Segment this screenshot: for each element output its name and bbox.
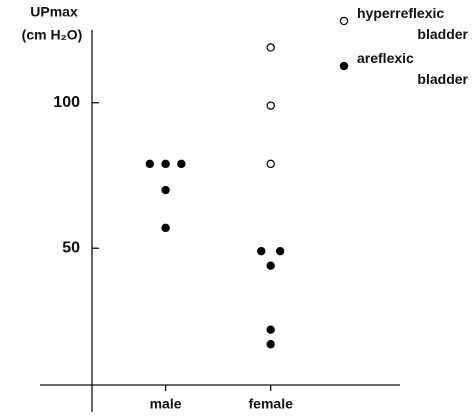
point [161,159,170,169]
point [177,159,186,169]
point [275,246,285,256]
y-axis-unit: (cm H₂O) [22,27,83,43]
legend-label: areflexicbladder [357,50,469,87]
legend-line: areflexic [357,50,414,66]
point [145,159,155,169]
legend-marker [339,61,349,71]
legend-label: hyperreflexic bladder [357,5,469,42]
point [266,101,275,110]
legend-marker [339,16,349,26]
legend-line: bladder [417,71,468,87]
point [266,43,275,52]
y-tick-label: 50 [62,239,80,256]
x-tick-label: female [249,396,294,412]
x-tick-label: male [150,396,182,412]
point [266,325,275,334]
point [161,185,170,195]
y-axis-label: UPmax [30,4,78,20]
legend-line: hyperreflexic [357,5,444,21]
point [161,223,170,233]
legend-line: bladder [417,26,468,42]
y-tick-label: 100 [53,94,80,111]
point [257,246,266,256]
point [266,340,275,349]
point [266,261,275,270]
point [266,159,275,169]
